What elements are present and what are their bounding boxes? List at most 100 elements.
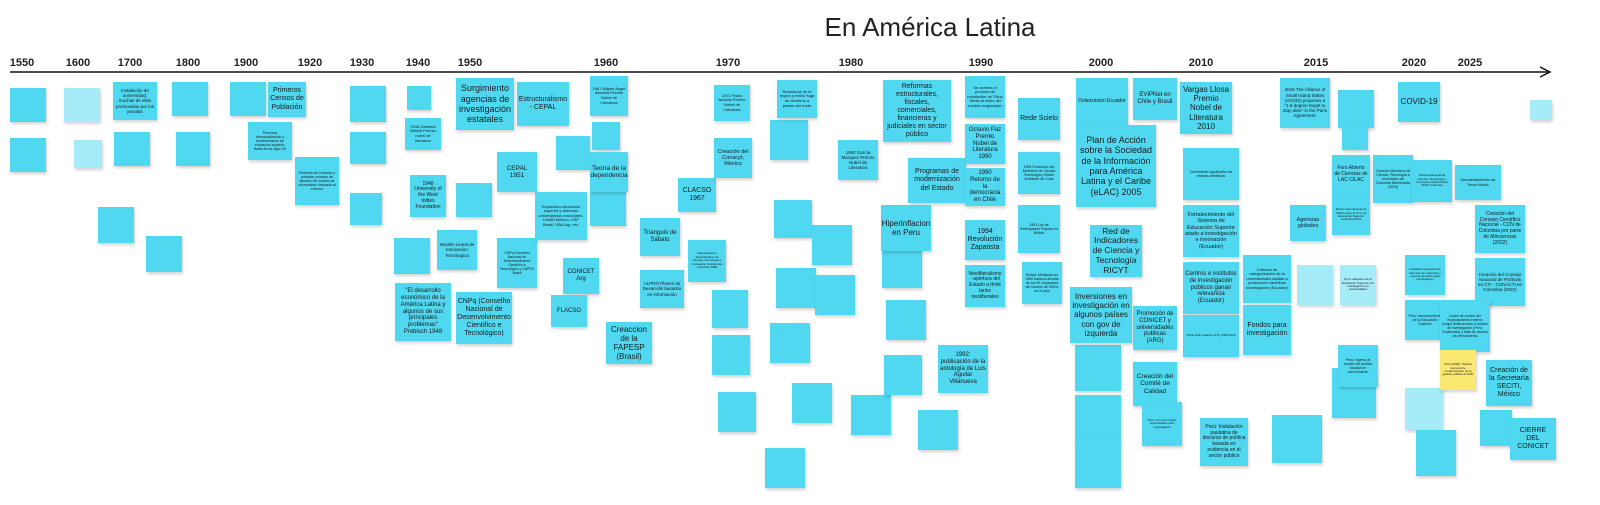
sticky-note: Think Tank Initiative (TTI) 2008-2019	[1183, 315, 1239, 357]
sticky-note: 1948 University of the West Indies Found…	[410, 175, 446, 217]
sticky-note: 1982 García Marquez Premio Nobel de Lite…	[838, 140, 878, 180]
sticky-note: Inversiones en investigación en algunos …	[1070, 287, 1132, 343]
blank-note	[590, 192, 626, 226]
sticky-note: 1994 Fundación del Ministerio de Ciencia…	[1018, 152, 1060, 194]
sticky-note: Creación del Consejo Científico Nacional…	[1475, 205, 1525, 253]
sticky-note: Bolivia: Mediados de 1980 hasta la décad…	[1022, 262, 1062, 304]
year-label: 2015	[1303, 57, 1329, 69]
blank-note	[882, 250, 922, 288]
blank-note	[456, 183, 492, 217]
blank-note	[1297, 265, 1333, 305]
sticky-note: Creación del Comité de Calidad	[1133, 362, 1177, 406]
sticky-note: Misión Internacional de Sabios para la C…	[1332, 195, 1370, 235]
sticky-note: Creación del Consejo Nacional de Polític…	[1475, 258, 1525, 306]
sticky-note: Política Nacional de Ciencia, Tecnología…	[1412, 160, 1452, 202]
blank-note	[812, 225, 852, 265]
year-label: 2000	[1088, 57, 1114, 69]
sticky-note: Instalación paulatina de discurso de evi…	[1405, 255, 1445, 295]
blank-note	[10, 138, 46, 172]
sticky-note: Perú: inicio de fondos concursables para…	[1142, 402, 1182, 446]
sticky-note: 1990 Retorno de la democracia en Chile	[965, 168, 1005, 206]
sticky-note: Centros e institutos de investigación pú…	[1183, 262, 1239, 314]
sticky-note: Creación del Conacyt, México	[714, 138, 752, 178]
sticky-note: Perú: ingreso al modelo de política basa…	[1338, 345, 1378, 387]
sticky-note: Expansión educación superior y sistemas …	[535, 192, 587, 240]
blank-note	[1405, 388, 1443, 430]
sticky-note: Primeros Censos de Población	[268, 82, 306, 117]
blank-note	[394, 238, 430, 274]
sticky-note: Creaccion de la FAPESP (Brasil)	[606, 322, 652, 364]
sticky-note: Crecimiento significativo de revistas ci…	[1183, 148, 1239, 200]
blank-note	[815, 275, 855, 315]
blank-note	[1075, 395, 1121, 441]
sticky-note: CEPAL 1951	[497, 152, 537, 192]
blank-note	[792, 383, 832, 423]
year-label: 2010	[1188, 57, 1214, 69]
year-label: 2020	[1401, 57, 1427, 69]
sticky-note: Dictaduras en la región y exilio/ fuga d…	[777, 80, 817, 118]
blank-note	[774, 200, 812, 238]
sticky-note: Neoliberalismo - apertura del Estado a t…	[965, 265, 1005, 307]
blank-note	[851, 395, 891, 435]
blank-note	[1075, 440, 1121, 488]
blank-note	[74, 140, 102, 168]
blank-note	[556, 136, 590, 170]
blank-note	[884, 355, 922, 395]
sticky-note: 1967 Miguel Angel Asturias Premio Nobel …	[590, 76, 628, 116]
sticky-note: Perú: reconocimiento de la Educación Sup…	[1405, 300, 1445, 340]
sticky-note: 1994 Revolución Zapatista	[965, 220, 1005, 260]
blank-note	[712, 335, 750, 375]
sticky-note: Teoría de la dependencia	[590, 152, 628, 192]
blank-note	[230, 82, 266, 116]
year-label: 1930	[349, 57, 375, 69]
sticky-note: FLACSO	[551, 295, 587, 327]
blank-note	[407, 86, 431, 110]
blank-note	[114, 132, 150, 166]
blank-note	[64, 88, 100, 122]
year-label: 2025	[1457, 57, 1483, 69]
sticky-note: Se acelera el proceso de instalación de …	[965, 76, 1005, 118]
blank-note	[1342, 126, 1368, 150]
year-label: 1800	[175, 57, 201, 69]
blank-note	[1075, 345, 1121, 391]
blank-note	[350, 193, 382, 225]
sticky-note: Plan de Acción sobre la Sociedad de la I…	[1076, 125, 1156, 207]
sticky-note: Dolarización Ecuador	[1076, 78, 1128, 126]
blank-note	[1530, 100, 1552, 120]
blank-note	[592, 122, 620, 150]
blank-note	[718, 392, 756, 432]
sticky-note: Triangulo de Sábato	[640, 218, 680, 256]
sticky-note: Procesos democratización y modernización…	[248, 122, 292, 160]
blank-note	[350, 132, 386, 164]
sticky-note: CONICET Arg	[563, 258, 599, 294]
year-label: 1920	[297, 57, 323, 69]
year-label: 1950	[457, 57, 483, 69]
blank-note	[350, 86, 386, 122]
sticky-note: 1971 Pablo Neruda Premio Nobel de Litera…	[714, 85, 750, 121]
sticky-note: Rede Scielo	[1018, 98, 1060, 140]
sticky-note: Perú: adhesión de la Educación Superior …	[1340, 265, 1376, 305]
sticky-note: 2015 The Alliance of Small Island States…	[1280, 78, 1330, 128]
sticky-note: Hiperinflacion en Peru	[881, 205, 931, 251]
sticky-note: Red de Indicadores de Ciencia y Tecnolog…	[1090, 225, 1142, 277]
blank-note	[1272, 415, 1322, 463]
sticky-note: CLACSO 1967	[678, 178, 716, 212]
sticky-note: Criterios de categorización de la univer…	[1243, 255, 1291, 303]
year-label: 1700	[117, 57, 143, 69]
sticky-note: Perú: Instalación paulatina de discurso …	[1200, 418, 1248, 466]
blank-note	[765, 448, 805, 488]
blank-note	[176, 132, 210, 166]
blank-note	[770, 120, 808, 160]
sticky-note: Foro Abierto de Ciencias de LAC CILAC	[1332, 155, 1370, 195]
blank-note	[10, 88, 46, 122]
blank-note	[172, 82, 208, 116]
year-label: 1960	[593, 57, 619, 69]
sticky-note: Programas de modernización del Estado	[908, 158, 966, 203]
sticky-note: "El desarrollo económico de la América L…	[395, 283, 451, 341]
sticky-note: Modelo Lineal de Innovacion Tecnologica	[437, 230, 477, 270]
sticky-note: 1946 Gabriela Mistral Premio nobel de li…	[405, 118, 441, 150]
year-label: 1600	[65, 57, 91, 69]
axis-arrow	[1539, 66, 1552, 78]
year-label: 1990	[968, 57, 994, 69]
